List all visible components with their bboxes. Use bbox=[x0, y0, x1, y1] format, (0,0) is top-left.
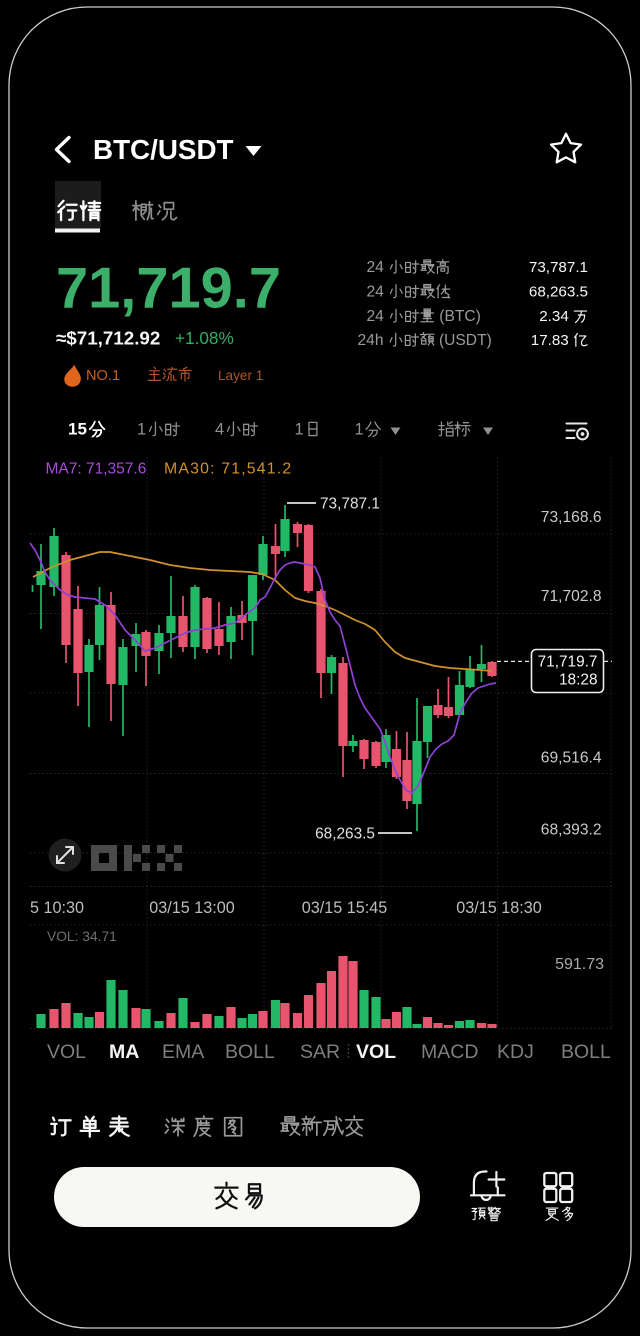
svg-text:(USDT): (USDT) bbox=[439, 332, 492, 349]
svg-text:BOLL: BOLL bbox=[225, 1041, 275, 1063]
svg-text:68,393.2: 68,393.2 bbox=[541, 822, 602, 839]
svg-text:KDJ: KDJ bbox=[497, 1041, 534, 1063]
svg-text:24: 24 bbox=[367, 259, 385, 276]
svg-text:1: 1 bbox=[137, 421, 146, 439]
svg-text:24h: 24h bbox=[358, 332, 384, 349]
svg-text:BTC/USDT: BTC/USDT bbox=[93, 134, 234, 165]
svg-text:SAR: SAR bbox=[300, 1041, 340, 1063]
svg-text:EMA: EMA bbox=[162, 1041, 204, 1063]
svg-text:15: 15 bbox=[68, 420, 87, 439]
svg-text:VOL: 34.71: VOL: 34.71 bbox=[47, 929, 117, 944]
svg-text:5 10:30: 5 10:30 bbox=[30, 899, 84, 917]
svg-text:MA30: 71,541.2: MA30: 71,541.2 bbox=[164, 461, 292, 478]
svg-text:MA7: 71,357.6: MA7: 71,357.6 bbox=[46, 461, 147, 478]
svg-text:+1.08%: +1.08% bbox=[175, 328, 234, 348]
svg-text:73,168.6: 73,168.6 bbox=[541, 509, 602, 526]
svg-text:Layer 1: Layer 1 bbox=[218, 368, 263, 383]
svg-text:24: 24 bbox=[367, 308, 385, 325]
svg-text:1: 1 bbox=[295, 421, 304, 439]
svg-text:VOL: VOL bbox=[47, 1041, 86, 1063]
svg-text:69,516.4: 69,516.4 bbox=[541, 750, 602, 767]
svg-text:73,787.1: 73,787.1 bbox=[320, 496, 380, 513]
svg-text:03/15 15:45: 03/15 15:45 bbox=[302, 899, 388, 917]
svg-text:2.34: 2.34 bbox=[539, 308, 569, 325]
svg-text:03/15 13:00: 03/15 13:00 bbox=[149, 899, 235, 917]
svg-text:73,787.1: 73,787.1 bbox=[529, 259, 588, 276]
svg-text:71,719.7: 71,719.7 bbox=[56, 257, 281, 321]
svg-text:VOL: VOL bbox=[356, 1041, 396, 1063]
svg-text:18:28: 18:28 bbox=[559, 672, 598, 689]
svg-text:≈$71,712.92: ≈$71,712.92 bbox=[56, 328, 160, 349]
svg-text:71,702.8: 71,702.8 bbox=[541, 588, 602, 605]
svg-text:BOLL: BOLL bbox=[561, 1041, 611, 1063]
svg-text:71,719.7: 71,719.7 bbox=[538, 654, 598, 671]
svg-text:1: 1 bbox=[355, 421, 364, 439]
svg-text:68,263.5: 68,263.5 bbox=[315, 826, 375, 843]
svg-text:MA: MA bbox=[109, 1041, 139, 1063]
svg-text:03/15 18:30: 03/15 18:30 bbox=[456, 899, 542, 917]
svg-text:(BTC): (BTC) bbox=[439, 308, 481, 325]
svg-text:591.73: 591.73 bbox=[555, 956, 604, 973]
svg-text:24: 24 bbox=[367, 284, 385, 301]
svg-text:MACD: MACD bbox=[421, 1041, 478, 1063]
svg-text:NO.1: NO.1 bbox=[86, 368, 120, 384]
svg-text:17.83: 17.83 bbox=[531, 332, 569, 349]
svg-text:4: 4 bbox=[215, 421, 224, 439]
svg-text:68,263.5: 68,263.5 bbox=[529, 284, 588, 301]
